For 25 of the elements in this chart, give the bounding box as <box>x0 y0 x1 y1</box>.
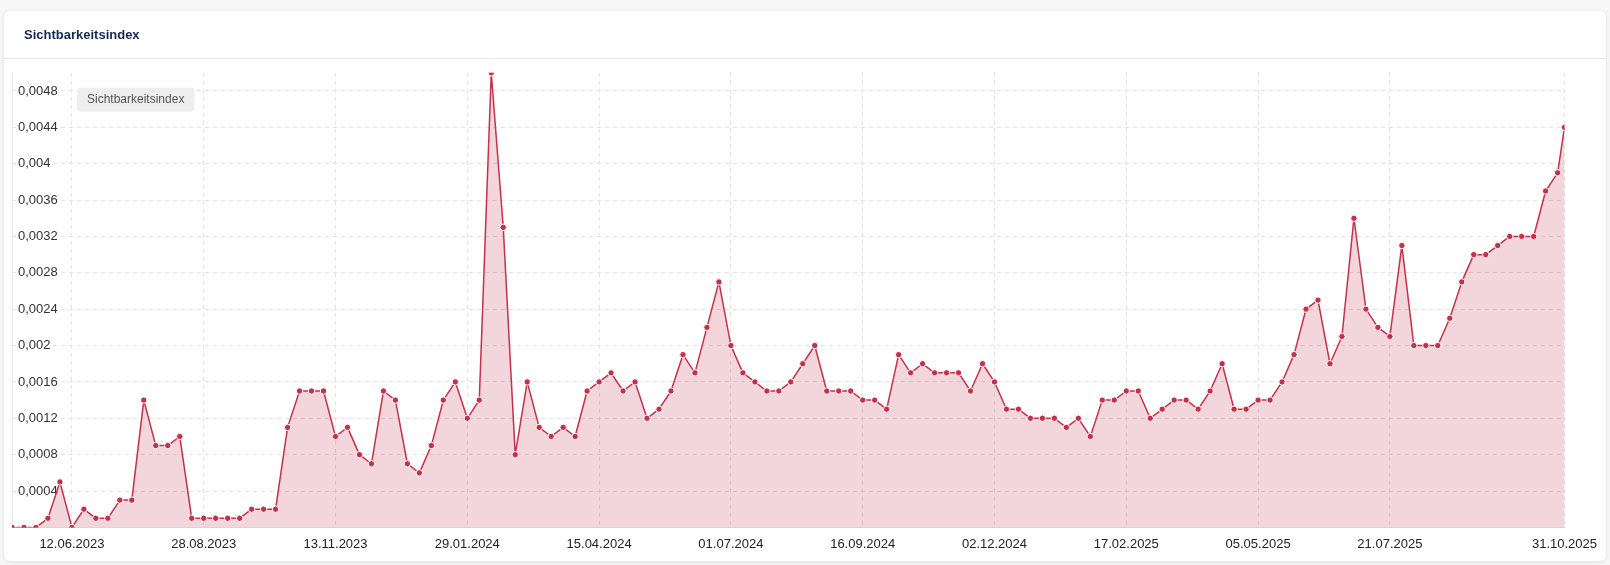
y-tick-label: 0,0048 <box>18 82 58 98</box>
x-tick-label: 21.07.2025 <box>1357 535 1423 551</box>
x-tick-label: 02.12.2024 <box>961 535 1028 551</box>
x-tick-label: 15.04.2024 <box>566 535 632 551</box>
chart-title: Sichtbarkeitsindex <box>24 27 140 42</box>
x-tick-label: 05.05.2025 <box>1225 535 1291 551</box>
x-tick-label: 29.01.2024 <box>434 535 500 551</box>
x-tick-label: 12.06.2023 <box>39 535 105 551</box>
y-tick-label: 0,0028 <box>18 264 58 280</box>
y-tick-label: 0,0036 <box>18 191 58 207</box>
y-tick-label: 0,0044 <box>18 118 58 134</box>
x-tick-label: 28.08.2023 <box>171 535 237 551</box>
x-tick-label: 17.02.2025 <box>1093 535 1159 551</box>
y-tick-label: 0,002 <box>18 337 51 353</box>
x-tick-label: 13.11.2023 <box>303 535 368 551</box>
y-tick-label: 0,0032 <box>18 228 58 244</box>
y-tick-label: 0,0008 <box>18 446 58 462</box>
x-tick-label: 01.07.2024 <box>698 535 764 551</box>
x-tick-label: 31.10.2025 <box>1531 535 1598 551</box>
x-tick-label: 16.09.2024 <box>830 535 896 551</box>
y-tick-label: 0,0024 <box>18 300 58 316</box>
y-tick-label: 0,004 <box>18 155 51 171</box>
y-tick-label: 0,0016 <box>18 373 58 389</box>
annotation: Sichtbarkeitsindex <box>87 92 185 107</box>
y-tick-label: 0,0012 <box>18 409 58 425</box>
